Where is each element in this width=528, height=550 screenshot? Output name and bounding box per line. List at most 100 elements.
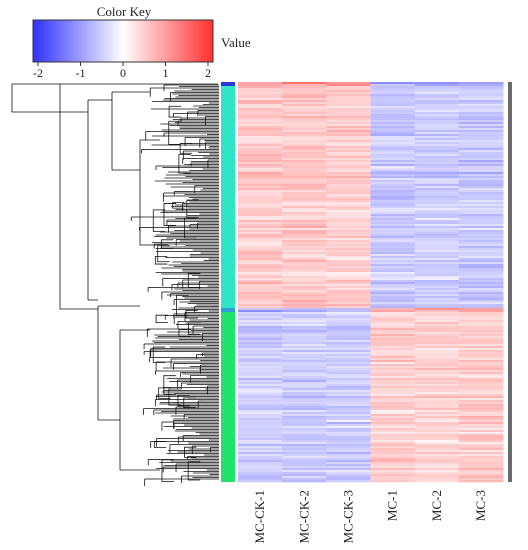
heatmap-cell <box>458 362 504 365</box>
heatmap-cell <box>238 228 283 231</box>
heatmap-cell <box>238 324 283 327</box>
heatmap-cell <box>458 372 504 375</box>
heatmap-cell <box>282 278 327 281</box>
heatmap-cell <box>326 384 371 387</box>
heatmap-cell <box>458 336 504 339</box>
heatmap-cell <box>370 392 416 395</box>
heatmap-cell <box>458 108 504 111</box>
column-label: MC-2 <box>429 490 444 521</box>
heatmap-cell <box>414 154 460 157</box>
heatmap-cell <box>458 280 504 283</box>
heatmap-cell <box>414 172 460 175</box>
heatmap-cell <box>370 478 416 481</box>
heatmap-cell <box>238 218 283 221</box>
heatmap-cell <box>370 170 416 173</box>
heatmap-cell <box>414 416 460 419</box>
heatmap-cell <box>238 168 283 171</box>
heatmap-cell <box>326 348 371 351</box>
heatmap-cell <box>326 198 371 201</box>
heatmap-cell <box>414 82 460 85</box>
heatmap-cell <box>414 280 460 283</box>
heatmap-cell <box>238 264 283 267</box>
heatmap-cell <box>458 328 504 331</box>
heatmap-cell <box>326 352 371 355</box>
heatmap-cell <box>326 344 371 347</box>
heatmap-cell <box>414 104 460 107</box>
heatmap-cell <box>326 142 371 145</box>
row-cluster-bar <box>221 82 235 482</box>
heatmap-cell <box>326 96 371 99</box>
heatmap-cell <box>414 286 460 289</box>
dendrogram-branch <box>184 446 197 458</box>
heatmap-cell <box>370 144 416 147</box>
heatmap-cell <box>414 86 460 89</box>
heatmap-cell <box>414 134 460 137</box>
heatmap-cell <box>238 220 283 223</box>
heatmap-cell <box>282 392 327 395</box>
heatmap-cell <box>238 328 283 331</box>
heatmap-cell <box>326 480 371 483</box>
heatmap-cell <box>370 198 416 201</box>
heatmap-cell <box>370 474 416 477</box>
heatmap-cell <box>458 398 504 401</box>
dendrogram-branch <box>178 154 191 174</box>
heatmap-cell <box>238 456 283 459</box>
heatmap-cell <box>326 256 371 259</box>
heatmap-cell <box>370 280 416 283</box>
heatmap-cell <box>326 436 371 439</box>
heatmap-cell <box>282 84 327 87</box>
heatmap-cell <box>326 312 371 315</box>
heatmap-cell <box>414 438 460 441</box>
heatmap-cell <box>458 222 504 225</box>
heatmap-cell <box>370 160 416 163</box>
heatmap-cell <box>370 216 416 219</box>
column-label: MC-CK-3 <box>340 490 355 543</box>
heatmap-cell <box>238 230 283 233</box>
heatmap-cell <box>414 144 460 147</box>
heatmap-cell <box>458 436 504 439</box>
heatmap-cell <box>370 350 416 353</box>
heatmap-cell <box>238 134 283 137</box>
heatmap-cell <box>326 258 371 261</box>
heatmap-cell <box>326 92 371 95</box>
heatmap-cell <box>282 110 327 113</box>
heatmap-cell <box>326 136 371 139</box>
heatmap-cell <box>238 440 283 443</box>
heatmap-cell <box>414 232 460 235</box>
heatmap-cell <box>326 464 371 467</box>
heatmap-cell <box>414 368 460 371</box>
heatmap-cell <box>370 408 416 411</box>
heatmap-cell <box>414 136 460 139</box>
heatmap-cell <box>326 122 371 125</box>
heatmap-cell <box>326 146 371 149</box>
heatmap-cell <box>238 408 283 411</box>
heatmap-cell <box>326 158 371 161</box>
heatmap-cell <box>238 396 283 399</box>
heatmap-cell <box>370 248 416 251</box>
heatmap-cell <box>370 446 416 449</box>
heatmap-cell <box>370 440 416 443</box>
heatmap-cell <box>326 246 371 249</box>
heatmap-cell <box>238 118 283 121</box>
heatmap-cell <box>370 442 416 445</box>
heatmap-cell <box>414 114 460 117</box>
heatmap-cell <box>326 114 371 117</box>
heatmap-cell <box>414 382 460 385</box>
heatmap-cell <box>458 90 504 93</box>
heatmap-cell <box>414 392 460 395</box>
heatmap-cell <box>238 290 283 293</box>
heatmap-cell <box>458 466 504 469</box>
heatmap-cell <box>326 278 371 281</box>
heatmap-cell <box>370 202 416 205</box>
heatmap-cell <box>326 300 371 303</box>
heatmap-cell <box>414 272 460 275</box>
heatmap-cell <box>414 396 460 399</box>
heatmap-cell <box>238 282 283 285</box>
heatmap-cell <box>238 336 283 339</box>
cluster-bar-segment <box>221 308 235 312</box>
heatmap-cell <box>282 264 327 267</box>
heatmap-cell <box>238 454 283 457</box>
heatmap-cell <box>238 304 283 307</box>
heatmap-cell <box>282 324 327 327</box>
heatmap-cell <box>370 386 416 389</box>
